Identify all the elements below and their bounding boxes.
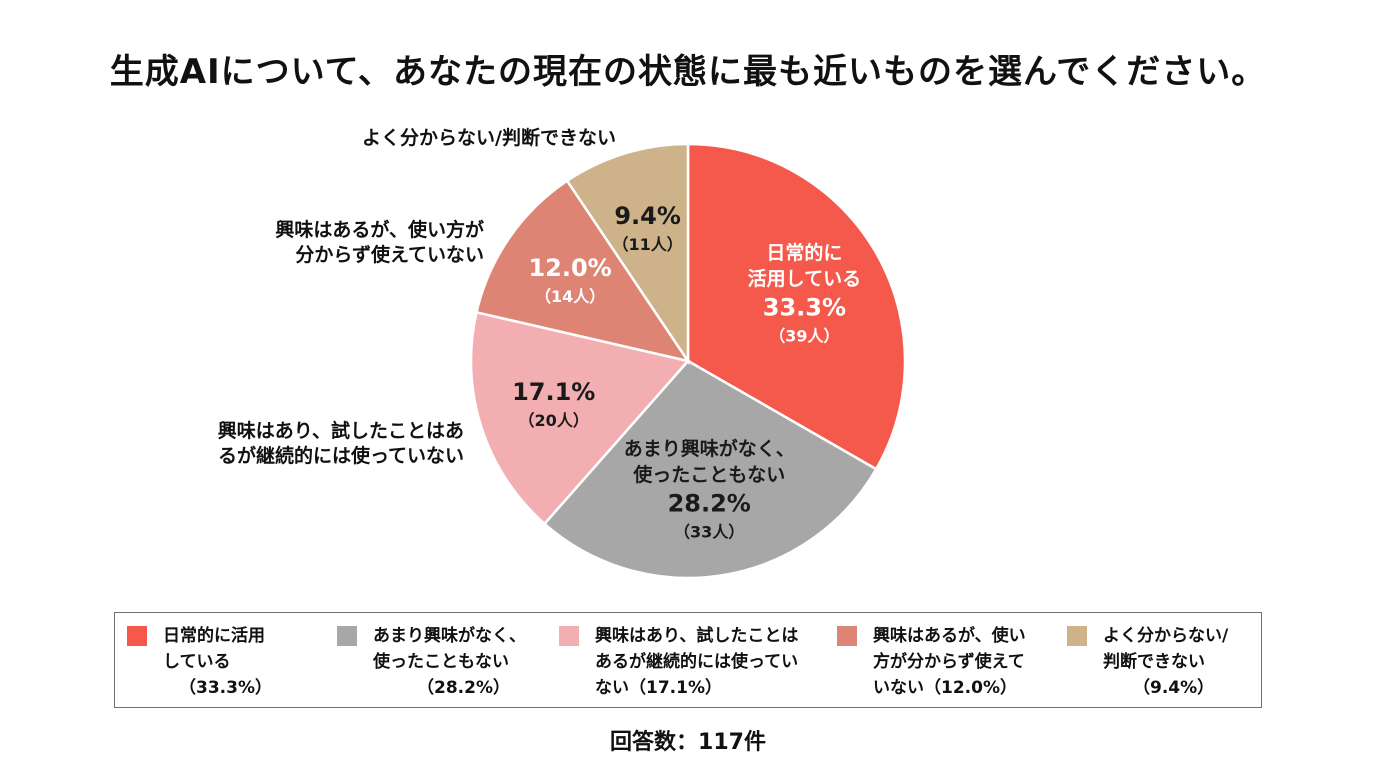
outer-label-tried-not-continued: 興味はあり、試したことはあ るが継続的には使っていない bbox=[218, 419, 464, 469]
legend-label: 興味はあるが、使い 方が分からず使えて いない（12.0%） bbox=[873, 626, 1026, 698]
legend-label: 興味はあり、試したことは あるが継続的には使ってい ない（17.1%） bbox=[595, 626, 799, 698]
legend-label: 日常的に活用 している bbox=[163, 626, 265, 672]
outer-label-line: 興味はあり、試したことはあ bbox=[217, 420, 464, 442]
slice-percent-label-daily: 33.3% bbox=[763, 294, 846, 322]
legend-swatch bbox=[1067, 626, 1087, 646]
legend: 日常的に活用 している （33.3%） あまり興味がなく、 使ったこともない （… bbox=[114, 612, 1262, 708]
outer-label-unsure: よく分からない/判断できない bbox=[362, 126, 616, 151]
outer-label-line: よく分からない/判断できない bbox=[362, 127, 616, 149]
legend-label: あまり興味がなく、 使ったこともない bbox=[373, 626, 526, 672]
outer-label-line: 興味はあるが、使い方が bbox=[275, 219, 484, 241]
legend-percent: （33.3%） bbox=[179, 678, 272, 698]
slice-count-label-daily: （39人） bbox=[769, 327, 839, 346]
pie-slice-daily bbox=[686, 142, 907, 471]
slice-name-label-no-interest: 使ったこともない bbox=[632, 464, 785, 486]
slice-count-label-interested-no-method: （14人） bbox=[535, 287, 605, 306]
legend-percent: （28.2%） bbox=[417, 678, 510, 698]
legend-percent: （9.4%） bbox=[1133, 678, 1215, 698]
chart-title: 生成AIについて、あなたの現在の状態に最も近いものを選んでください。 bbox=[109, 52, 1267, 92]
slice-name-label-daily: 活用している bbox=[748, 267, 861, 290]
pie-slice-no-interest bbox=[542, 359, 878, 580]
slice-count-label-unsure: （11人） bbox=[612, 235, 682, 254]
outer-label-line: るが継続的には使っていない bbox=[217, 445, 464, 467]
outer-label-line: 分からず使えていない bbox=[295, 244, 484, 266]
legend-swatch bbox=[837, 626, 857, 646]
slice-name-label-no-interest: あまり興味がなく、 bbox=[624, 437, 795, 460]
respondent-count: 回答数：117件 bbox=[610, 730, 766, 755]
slice-name-label-daily: 日常的に bbox=[766, 241, 842, 264]
slice-percent-label-interested-no-method: 12.0% bbox=[528, 254, 611, 282]
outer-label-interested-no-method: 興味はあるが、使い方が 分からず使えていない bbox=[275, 218, 484, 268]
legend-swatch bbox=[127, 626, 147, 646]
slice-count-label-tried: （20人） bbox=[519, 411, 589, 430]
slice-percent-label-tried: 17.1% bbox=[512, 378, 595, 406]
slice-percent-label-no-interest: 28.2% bbox=[668, 490, 751, 518]
pie-slice-unsure bbox=[565, 142, 690, 366]
legend-swatch bbox=[337, 626, 357, 646]
pie-slice-tried bbox=[469, 310, 691, 526]
slice-count-label-no-interest: （33人） bbox=[674, 523, 744, 542]
legend-swatch bbox=[559, 626, 579, 646]
pie-slices bbox=[469, 142, 907, 580]
slice-percent-label-unsure: 9.4% bbox=[614, 202, 681, 230]
pie-slice-interested-no-method bbox=[475, 179, 691, 363]
legend-label: よく分からない/ 判断できない bbox=[1103, 626, 1229, 672]
